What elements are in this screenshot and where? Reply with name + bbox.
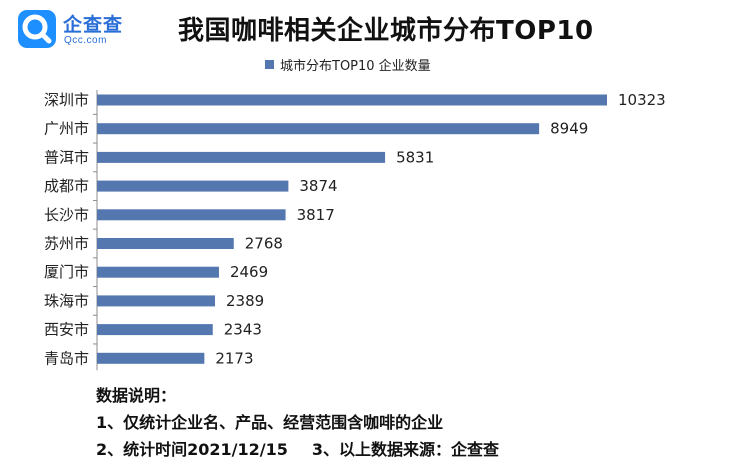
bar	[97, 209, 286, 221]
bar-chart: 深圳市 10323 广州市 8949 普洱市 5831 成都市 3874 长沙市 3817 苏州市 2…	[44, 90, 666, 371]
qcc-logo: 企查查 Qcc.com	[18, 8, 150, 52]
data-label: 2389	[226, 292, 264, 310]
notes-line-2-source: 3、以上数据来源：企查查	[311, 440, 500, 459]
bar	[97, 352, 205, 364]
category-label: 苏州市	[44, 235, 89, 253]
notes-line-1: 1、仅统计企业名、产品、经营范围含咖啡的企业	[96, 413, 444, 432]
data-label: 2173	[215, 349, 253, 367]
category-label: 青岛市	[44, 349, 89, 367]
chart-title: 我国咖啡相关企业城市分布TOP10	[178, 16, 594, 46]
category-label: 珠海市	[44, 292, 89, 310]
category-label: 成都市	[44, 177, 89, 195]
category-label: 西安市	[44, 321, 89, 339]
bar	[97, 123, 540, 135]
category-label: 厦门市	[44, 263, 89, 281]
data-label: 2469	[230, 263, 268, 281]
legend-swatch	[265, 60, 274, 69]
data-label: 10323	[618, 91, 666, 109]
chart-legend: 城市分布TOP10 企业数量	[265, 55, 431, 74]
data-label: 8949	[550, 120, 588, 138]
category-label: 普洱市	[44, 148, 89, 166]
data-label: 2768	[245, 235, 283, 253]
bar	[97, 94, 607, 106]
notes-line-2-time: 2、统计时间2021/12/15	[96, 440, 288, 459]
data-label: 3874	[299, 177, 337, 195]
bar	[97, 266, 219, 278]
legend-label: 城市分布TOP10 企业数量	[280, 59, 431, 74]
qcc-logo-icon	[18, 10, 56, 48]
category-label: 深圳市	[44, 91, 89, 109]
data-label: 3817	[297, 206, 335, 224]
bar	[97, 180, 289, 192]
category-label: 长沙市	[44, 206, 89, 224]
bar	[97, 324, 213, 336]
logo-name-cn: 企查查	[63, 14, 124, 36]
logo-name-en: Qcc.com	[64, 35, 107, 46]
bar	[97, 295, 216, 307]
bar	[97, 151, 386, 163]
bar	[97, 238, 234, 249]
notes-heading: 数据说明：	[96, 386, 177, 405]
category-label: 广州市	[44, 120, 89, 138]
notes-line-2: 2、统计时间2021/12/15 3、以上数据来源：企查查	[96, 436, 499, 463]
data-notes: 数据说明： 1、仅统计企业名、产品、经营范围含咖啡的企业 2、统计时间2021/…	[96, 382, 499, 463]
data-label: 5831	[396, 148, 434, 166]
data-label: 2343	[224, 321, 262, 339]
